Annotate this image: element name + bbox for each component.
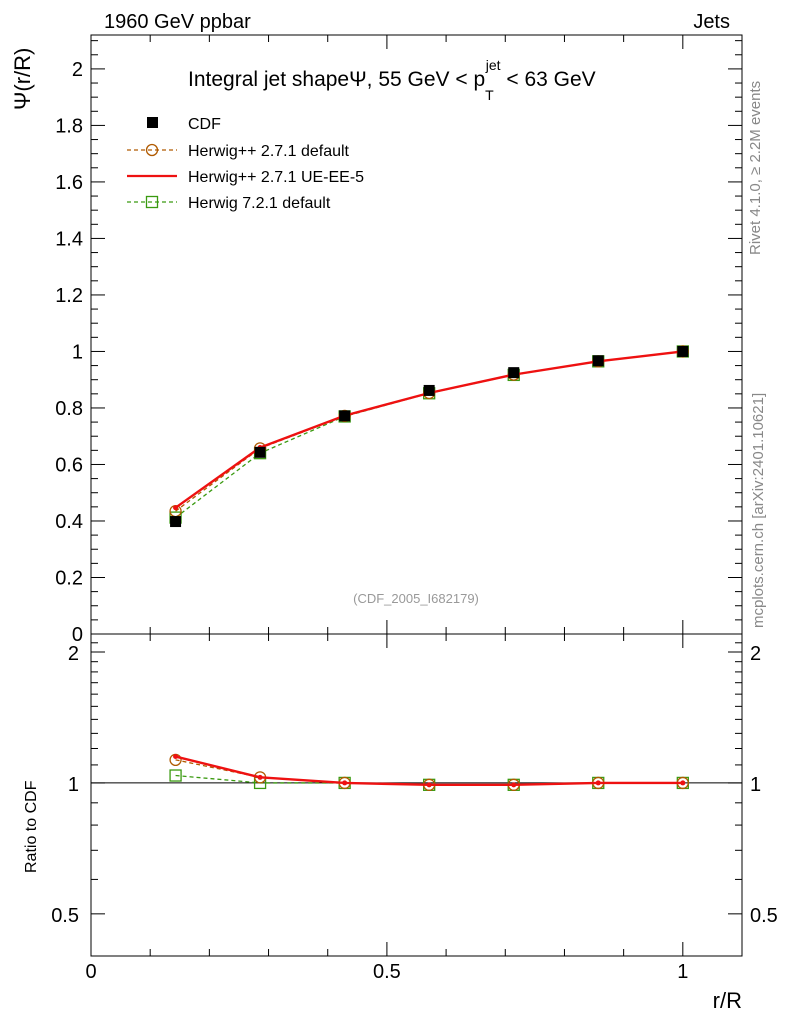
x-tick-label: 1 <box>677 961 688 983</box>
ratio-y-tick-label-right: 2 <box>750 643 761 665</box>
tick-labels: 00.20.40.60.811.21.41.61.820 0.5 10.5 0.51 1… <box>51 59 778 983</box>
title-superscript: jet <box>485 57 501 73</box>
ratio-point-herwigpp_ueee5 <box>257 774 263 780</box>
x-axis-label: r/R <box>713 988 742 1013</box>
y-tick-label: 1.2 <box>55 285 83 307</box>
title-symbol: Ψ <box>349 68 367 91</box>
ratio-point-herwigpp_ueee5 <box>342 780 348 786</box>
ratio-line-herwigpp_default <box>175 759 683 786</box>
y-tick-label: 1.8 <box>55 115 83 137</box>
y-tick-label: 0.4 <box>55 511 83 533</box>
ratio-axis-label: Ratio to CDF <box>23 780 40 873</box>
main-point-cdf <box>170 516 182 528</box>
ratio-data <box>169 753 689 791</box>
mcplots-label: mcplots.cern.ch [arXiv:2401.10621] <box>750 393 767 628</box>
ratio-y-tick-label: 2 <box>68 643 79 665</box>
main-data <box>169 345 689 528</box>
process-label: Jets <box>693 11 730 33</box>
reference-label: (CDF_2005_I682179) <box>353 591 479 606</box>
y-tick-label: 1.4 <box>55 228 83 250</box>
main-line-herwigpp_ueee5 <box>174 350 683 509</box>
y-axis-label: Ψ(r/R) <box>10 48 35 110</box>
y-tick-label: 0 <box>72 624 83 646</box>
title-range-right: < 63 GeV <box>501 68 596 91</box>
main-point-cdf <box>508 367 520 379</box>
main-line-herwig7 <box>175 350 683 519</box>
main-line-herwigpp_default <box>175 350 683 512</box>
main-point-cdf <box>677 345 689 357</box>
main-point-herwigpp_ueee5 <box>173 505 179 511</box>
legend-marker-cdf <box>147 117 158 128</box>
x-tick-label: 0 <box>85 961 96 983</box>
x-tick-label: 0.5 <box>373 961 401 983</box>
ratio-y-tick-label: 0.5 <box>51 905 79 927</box>
rivet-version-label: Rivet 4.1.0, ≥ 2.2M events <box>747 81 764 255</box>
ratio-point-herwigpp_ueee5 <box>595 780 601 786</box>
title-subscript: T <box>485 87 494 103</box>
legend-label-cdf: CDF <box>188 116 221 133</box>
ratio-point-herwigpp_ueee5 <box>426 782 432 788</box>
main-point-cdf <box>339 410 351 422</box>
legend-label-herwigpp-ueee5: Herwig++ 2.7.1 UE-EE-5 <box>188 169 364 186</box>
legend-label-herwig7: Herwig 7.2.1 default <box>188 195 331 212</box>
ratio-point-herwig7 <box>169 769 182 782</box>
energy-label: 1960 GeV ppbar <box>104 11 251 33</box>
y-tick-label: 2 <box>72 59 83 81</box>
main-point-cdf <box>592 355 604 367</box>
ratio-y-tick-label-right: 0.5 <box>750 905 778 927</box>
chart-title: Integral jet shapeΨ, 55 GeV < pTjet < 63… <box>188 57 596 103</box>
y-tick-label: 0.8 <box>55 398 83 420</box>
ratio-y-tick-label-right: 1 <box>750 774 761 796</box>
main-point-cdf <box>254 446 266 458</box>
ratio-point-herwigpp_ueee5 <box>680 780 686 786</box>
legend-label-herwigpp-default: Herwig++ 2.7.1 default <box>188 143 350 160</box>
y-tick-label: 0.6 <box>55 454 83 476</box>
ratio-line-herwigpp_ueee5 <box>175 755 683 787</box>
y-tick-label: 1 <box>72 341 83 363</box>
y-tick-label: 0.2 <box>55 567 83 589</box>
legend: CDF Herwig++ 2.7.1 default Herwig++ 2.7.… <box>127 116 364 212</box>
main-point-cdf <box>423 384 435 396</box>
title-prefix: Integral jet shape <box>188 68 349 91</box>
y-tick-label: 1.6 <box>55 172 83 194</box>
ratio-y-tick-label: 1 <box>68 774 79 796</box>
title-range-left: , 55 GeV < p <box>367 68 486 91</box>
legend-marker-herwig7 <box>145 195 159 209</box>
ratio-panel-frame <box>90 633 743 957</box>
ratio-point-herwigpp_ueee5 <box>173 754 179 760</box>
ratio-point-herwigpp_ueee5 <box>511 782 517 788</box>
legend-marker-herwigpp-default <box>145 143 159 157</box>
